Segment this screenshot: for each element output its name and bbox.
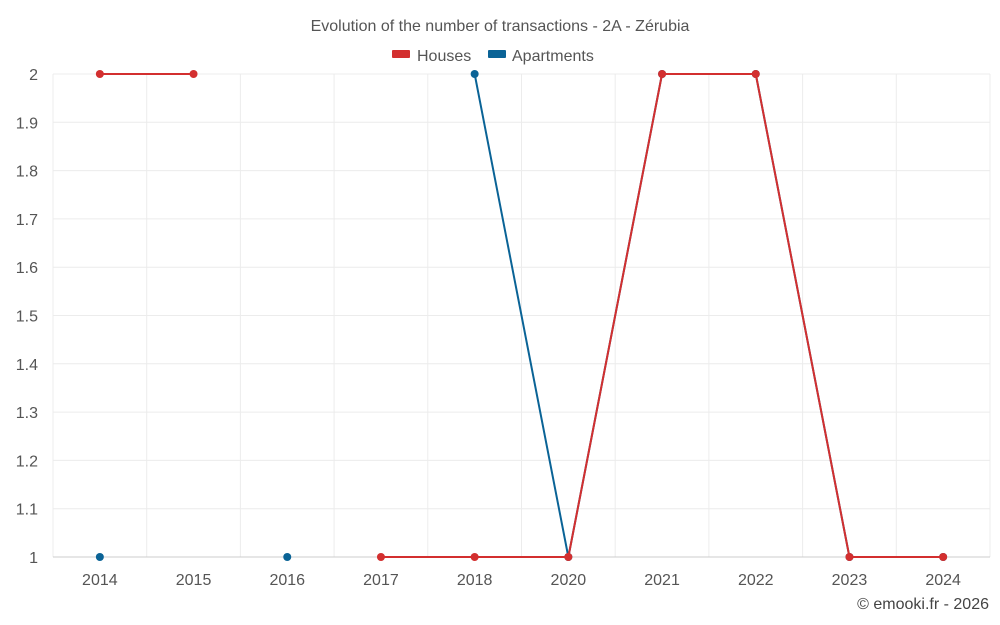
x-tick-label: 2024: [925, 572, 961, 589]
legend-item-houses[interactable]: Houses: [392, 48, 471, 65]
y-tick-label: 2: [29, 67, 38, 84]
data-point-houses[interactable]: [95, 70, 104, 78]
y-tick-label: 1: [29, 550, 38, 567]
data-point-houses[interactable]: [845, 553, 854, 561]
data-point-houses[interactable]: [564, 553, 573, 561]
x-tick-label: 2020: [551, 572, 587, 589]
y-tick-label: 1.3: [16, 405, 38, 422]
legend-swatch-apartments: [488, 50, 506, 58]
x-tick-label: 2014: [82, 572, 118, 589]
series-layer: [95, 70, 948, 561]
x-tick-label: 2023: [832, 572, 868, 589]
y-tick-label: 1.8: [16, 164, 38, 181]
legend-label-houses: Houses: [417, 48, 471, 65]
x-tick-label: 2015: [176, 572, 212, 589]
legend: Houses Apartments: [392, 48, 594, 65]
data-point-apartments[interactable]: [95, 553, 104, 561]
y-tick-label: 1.1: [16, 502, 38, 519]
y-tick-label: 1.5: [16, 309, 38, 326]
data-point-apartments[interactable]: [470, 70, 479, 78]
legend-item-apartments[interactable]: Apartments: [488, 48, 594, 65]
series-houses: [95, 70, 948, 561]
credit-text: © emooki.fr - 2026: [857, 596, 989, 613]
chart-title: Evolution of the number of transactions …: [311, 18, 690, 35]
legend-swatch-houses: [392, 50, 410, 58]
data-point-houses[interactable]: [189, 70, 198, 78]
x-tick-label: 2022: [738, 572, 774, 589]
y-tick-label: 1.6: [16, 260, 38, 277]
data-point-houses[interactable]: [470, 553, 479, 561]
legend-label-apartments: Apartments: [512, 48, 594, 65]
x-tick-label: 2021: [644, 572, 680, 589]
data-point-houses[interactable]: [939, 553, 948, 561]
data-point-houses[interactable]: [376, 553, 385, 561]
y-tick-label: 1.9: [16, 115, 38, 132]
y-tick-label: 1.7: [16, 212, 38, 229]
x-tick-label: 2016: [269, 572, 305, 589]
data-point-houses[interactable]: [751, 70, 760, 78]
y-tick-label: 1.4: [16, 357, 38, 374]
x-tick-label: 2017: [363, 572, 399, 589]
axis-layer: 1 1.1 1.2 1.3 1.4 1.5 1.6 1.7 1.8 1.9 2 2014 2015 201…: [16, 67, 990, 589]
data-point-houses[interactable]: [658, 70, 667, 78]
y-tick-label: 1.2: [16, 453, 38, 470]
data-point-apartments[interactable]: [283, 553, 292, 561]
x-tick-label: 2018: [457, 572, 493, 589]
